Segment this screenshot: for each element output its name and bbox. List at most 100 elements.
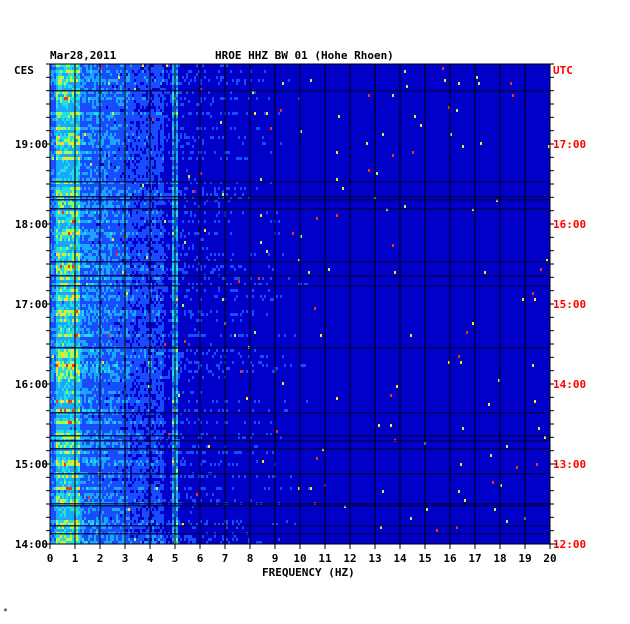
spectrogram-cell xyxy=(172,112,174,115)
spectrogram-cell xyxy=(176,238,178,241)
spectrogram-cell xyxy=(78,250,80,253)
spectrogram-cell xyxy=(142,88,144,91)
spectrogram-cell xyxy=(168,91,170,94)
spectrogram-cell xyxy=(148,151,150,154)
spectrogram-cell xyxy=(136,304,138,307)
spectrogram-cell xyxy=(138,166,140,169)
spectrogram-cell xyxy=(104,76,106,79)
spectrogram-cell xyxy=(100,214,102,217)
spectrogram-cell xyxy=(140,118,142,121)
spectrogram-cell xyxy=(234,127,236,130)
spectrogram-cell xyxy=(112,133,114,136)
spectrogram-cell xyxy=(58,109,60,112)
spectrogram-cell xyxy=(96,190,98,193)
spectrogram-cell xyxy=(88,70,90,73)
spectrogram-cell xyxy=(156,244,158,247)
spectrogram-cell xyxy=(56,82,58,85)
spectrogram-cell xyxy=(56,175,58,178)
spectrogram-cell xyxy=(58,232,60,235)
spectrogram-cell xyxy=(84,79,86,82)
spectrogram-cell xyxy=(108,121,110,124)
spectrogram-cell xyxy=(156,163,158,166)
spectrogram-cell xyxy=(138,91,140,94)
spectrogram-cell xyxy=(76,283,78,286)
spectrogram-cell xyxy=(98,226,100,229)
spectrogram-cell xyxy=(96,241,98,244)
spectrogram-cell xyxy=(154,202,156,205)
spectrogram-cell xyxy=(100,85,102,88)
spectrogram-cell xyxy=(130,217,132,220)
spectrogram-cell xyxy=(186,76,188,79)
spectrogram-cell xyxy=(98,268,100,271)
spectrogram-cell xyxy=(106,283,108,286)
spectrogram-cell xyxy=(126,292,128,295)
spectrogram-cell xyxy=(104,109,106,112)
spectrogram-cell xyxy=(72,73,74,76)
spectrogram-cell xyxy=(62,133,64,136)
spectrogram-cell xyxy=(172,172,174,175)
spectrogram-cell xyxy=(122,67,124,70)
spectrogram-cell xyxy=(152,190,154,193)
spectrogram-cell xyxy=(116,136,118,139)
spectrogram-cell xyxy=(114,79,116,82)
spectrogram-cell xyxy=(82,271,84,274)
spectrogram-cell xyxy=(104,244,106,247)
spectrogram-cell xyxy=(56,148,58,151)
spectrogram-cell xyxy=(138,292,140,295)
spectrogram-cell xyxy=(120,235,122,238)
spectrogram-cell xyxy=(120,154,122,157)
spectrogram-cell xyxy=(100,298,102,301)
spectrogram-cell xyxy=(142,118,144,121)
spectrogram-cell xyxy=(88,79,90,82)
spectrogram-cell xyxy=(92,289,94,292)
spectrogram-cell xyxy=(98,64,100,67)
spectrogram-cell xyxy=(114,271,116,274)
spectrogram-cell xyxy=(72,307,74,310)
spectrogram-cell xyxy=(116,217,118,220)
spectrogram-cell xyxy=(62,190,64,193)
spectrogram-cell xyxy=(62,247,64,250)
spectrogram-cell xyxy=(98,220,100,223)
spectrogram-cell xyxy=(158,169,160,172)
spectrogram-cell xyxy=(80,241,82,244)
spectrogram-cell xyxy=(114,76,116,79)
spectrogram-cell xyxy=(110,151,112,154)
spectrogram-cell xyxy=(96,112,98,115)
spectrogram-cell xyxy=(70,118,72,121)
spectrogram-cell xyxy=(106,226,108,229)
spectrogram-cell xyxy=(126,169,128,172)
spectrogram-cell xyxy=(152,118,154,121)
spectrogram-cell xyxy=(160,94,162,97)
spectrogram-cell xyxy=(84,238,86,241)
spectrogram-cell xyxy=(160,169,162,172)
spectrogram-cell xyxy=(56,250,58,253)
spectrogram-cell xyxy=(70,211,72,214)
spectrogram-cell xyxy=(156,190,158,193)
spectrogram-cell xyxy=(182,277,184,280)
spectrogram-cell xyxy=(132,103,134,106)
spectrogram-cell xyxy=(534,298,536,301)
spectrogram-cell xyxy=(126,226,128,229)
spectrogram-cell xyxy=(136,202,138,205)
spectrogram-cell xyxy=(140,136,142,139)
spectrogram-cell xyxy=(68,142,70,145)
spectrogram-cell xyxy=(76,136,78,139)
spectrogram-cell xyxy=(78,271,80,274)
spectrogram-cell xyxy=(62,76,64,79)
spectrogram-cell xyxy=(260,283,262,286)
spectrogram-cell xyxy=(68,94,70,97)
spectrogram-cell xyxy=(160,184,162,187)
spectrogram-cell xyxy=(162,262,164,265)
spectrogram-cell xyxy=(54,151,56,154)
spectrogram-cell xyxy=(162,247,164,250)
spectrogram-cell xyxy=(112,127,114,130)
spectrogram-cell xyxy=(146,298,148,301)
spectrogram-cell xyxy=(64,76,66,79)
spectrogram-cell xyxy=(202,139,204,142)
spectrogram-cell xyxy=(56,295,58,298)
spectrogram-cell xyxy=(54,304,56,307)
spectrogram-cell xyxy=(96,136,98,139)
spectrogram-cell xyxy=(198,151,200,154)
spectrogram-cell xyxy=(68,271,70,274)
spectrogram-cell xyxy=(204,70,206,73)
